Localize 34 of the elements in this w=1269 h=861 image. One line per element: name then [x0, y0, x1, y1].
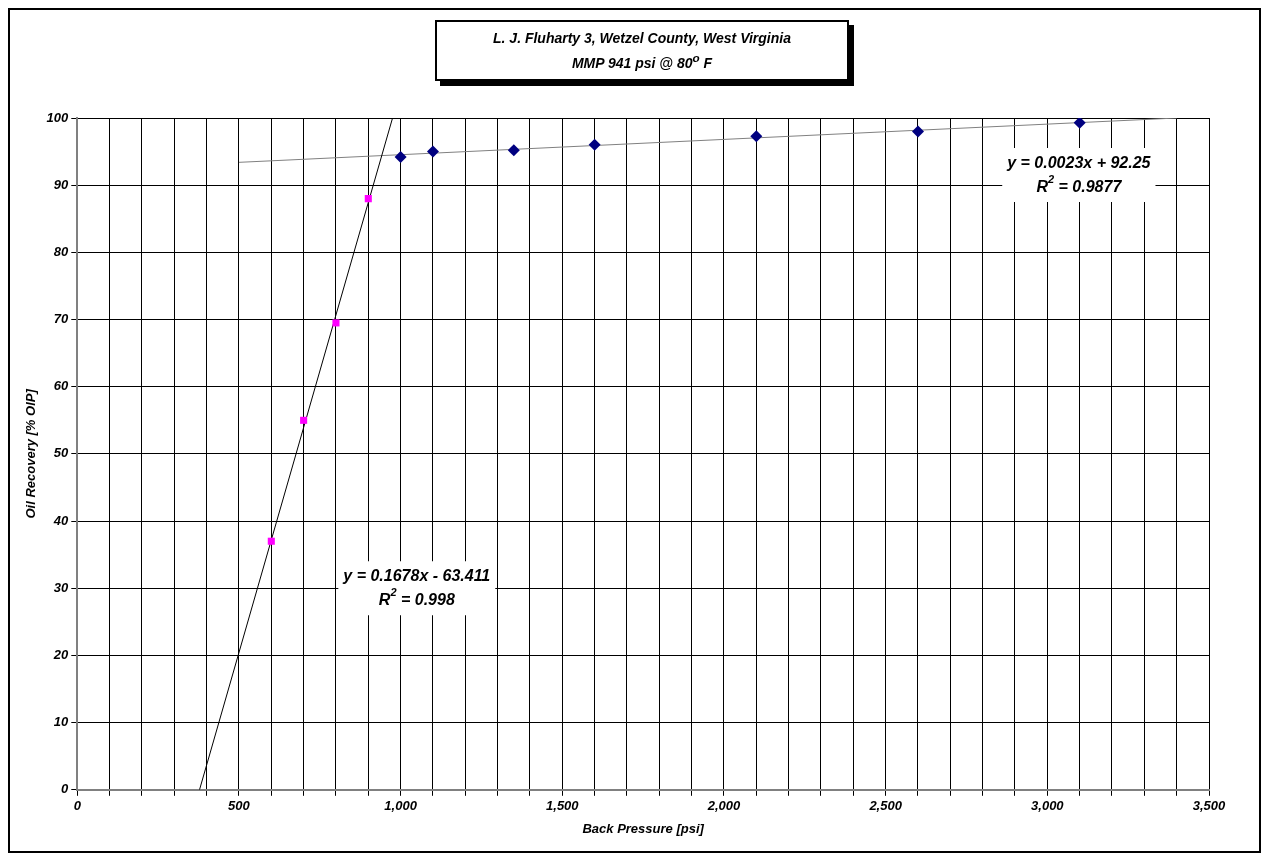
x-tick-label: 3,500	[1192, 798, 1227, 814]
x-tick-label: 500	[228, 798, 251, 814]
y-tick-label: 80	[53, 243, 70, 259]
chart-title: L. J. Fluharty 3, Wetzel County, West Virginia	[492, 29, 792, 48]
x-tick-label: 0	[73, 798, 82, 814]
y-tick-label: 40	[52, 512, 70, 528]
point	[1073, 118, 1086, 129]
point	[364, 195, 372, 203]
y-tick-label: 30	[53, 579, 70, 595]
y-tick-label: 50	[53, 445, 70, 461]
y-tick-label: 0	[61, 781, 70, 797]
x-tick-label: 3,000	[1031, 798, 1065, 814]
y-tick-label: 100	[46, 109, 70, 125]
x-tick-label: 2,500	[868, 798, 903, 814]
chart-subtitle: MMP 941 psi @ 80$^{o}$ F	[570, 50, 714, 73]
y-tick-label: 60	[53, 378, 70, 394]
x-axis-title: Back Pressure [psi]	[582, 820, 705, 836]
y-tick-label: 20	[52, 647, 70, 663]
point	[426, 145, 439, 158]
point	[750, 130, 763, 143]
point	[332, 319, 340, 327]
x-tick-label: 1,000	[384, 798, 418, 814]
point	[394, 150, 407, 163]
y-tick-label: 70	[53, 311, 70, 327]
y-axis-title: Oil Recovery [% OIP]	[23, 388, 39, 519]
point	[588, 138, 601, 151]
point	[507, 144, 520, 157]
point	[267, 537, 275, 545]
x-tick-label: 2,000	[706, 798, 742, 814]
x-tick-label: 1,500	[546, 798, 580, 814]
y-tick-label: 10	[53, 714, 70, 730]
point	[911, 125, 924, 138]
y-tick-label: 90	[53, 176, 70, 192]
point	[300, 416, 308, 424]
